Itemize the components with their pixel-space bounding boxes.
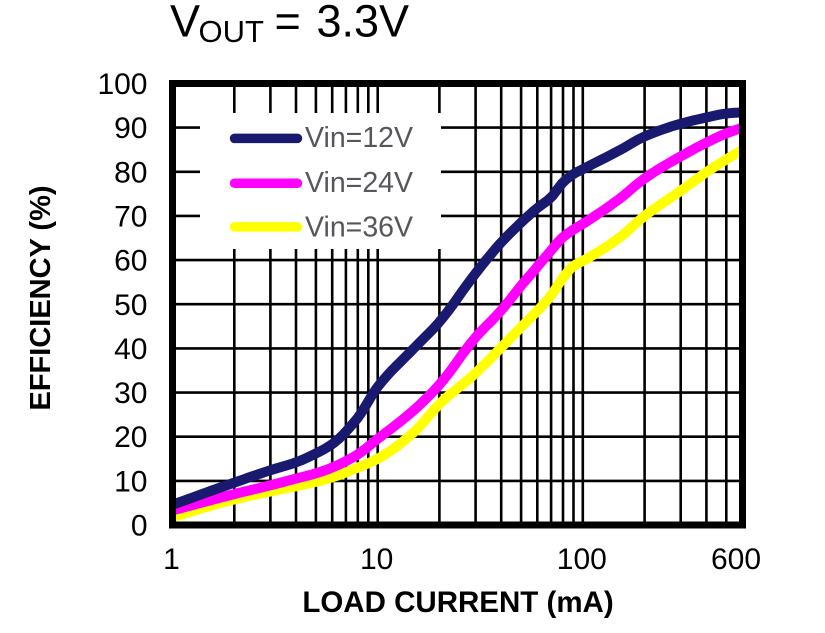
svg-text:60: 60 [114,245,147,278]
svg-text:80: 80 [114,156,147,189]
svg-text:0: 0 [131,510,148,543]
svg-text:20: 20 [114,421,147,454]
svg-text:100: 100 [557,543,607,576]
svg-text:40: 40 [114,333,147,366]
svg-text:100: 100 [97,68,147,101]
svg-text:10: 10 [114,465,147,498]
svg-text:Vin=12V: Vin=12V [305,122,413,154]
svg-text:LOAD CURRENT (mA): LOAD CURRENT (mA) [302,586,613,619]
svg-text:50: 50 [114,289,147,322]
svg-text:V: V [170,0,200,47]
svg-text:10: 10 [360,543,393,576]
svg-text:70: 70 [114,200,147,233]
svg-text:OUT: OUT [199,14,265,49]
svg-text:3.3V: 3.3V [317,0,410,47]
svg-text:1: 1 [163,543,180,576]
svg-text:Vin=24V: Vin=24V [305,167,413,199]
svg-text:Vin=36V: Vin=36V [305,212,413,244]
svg-text:EFFICIENCY (%): EFFICIENCY (%) [25,185,57,410]
svg-text:90: 90 [114,112,147,145]
svg-text:=: = [275,0,301,47]
svg-text:30: 30 [114,377,147,410]
svg-text:600: 600 [711,543,761,576]
